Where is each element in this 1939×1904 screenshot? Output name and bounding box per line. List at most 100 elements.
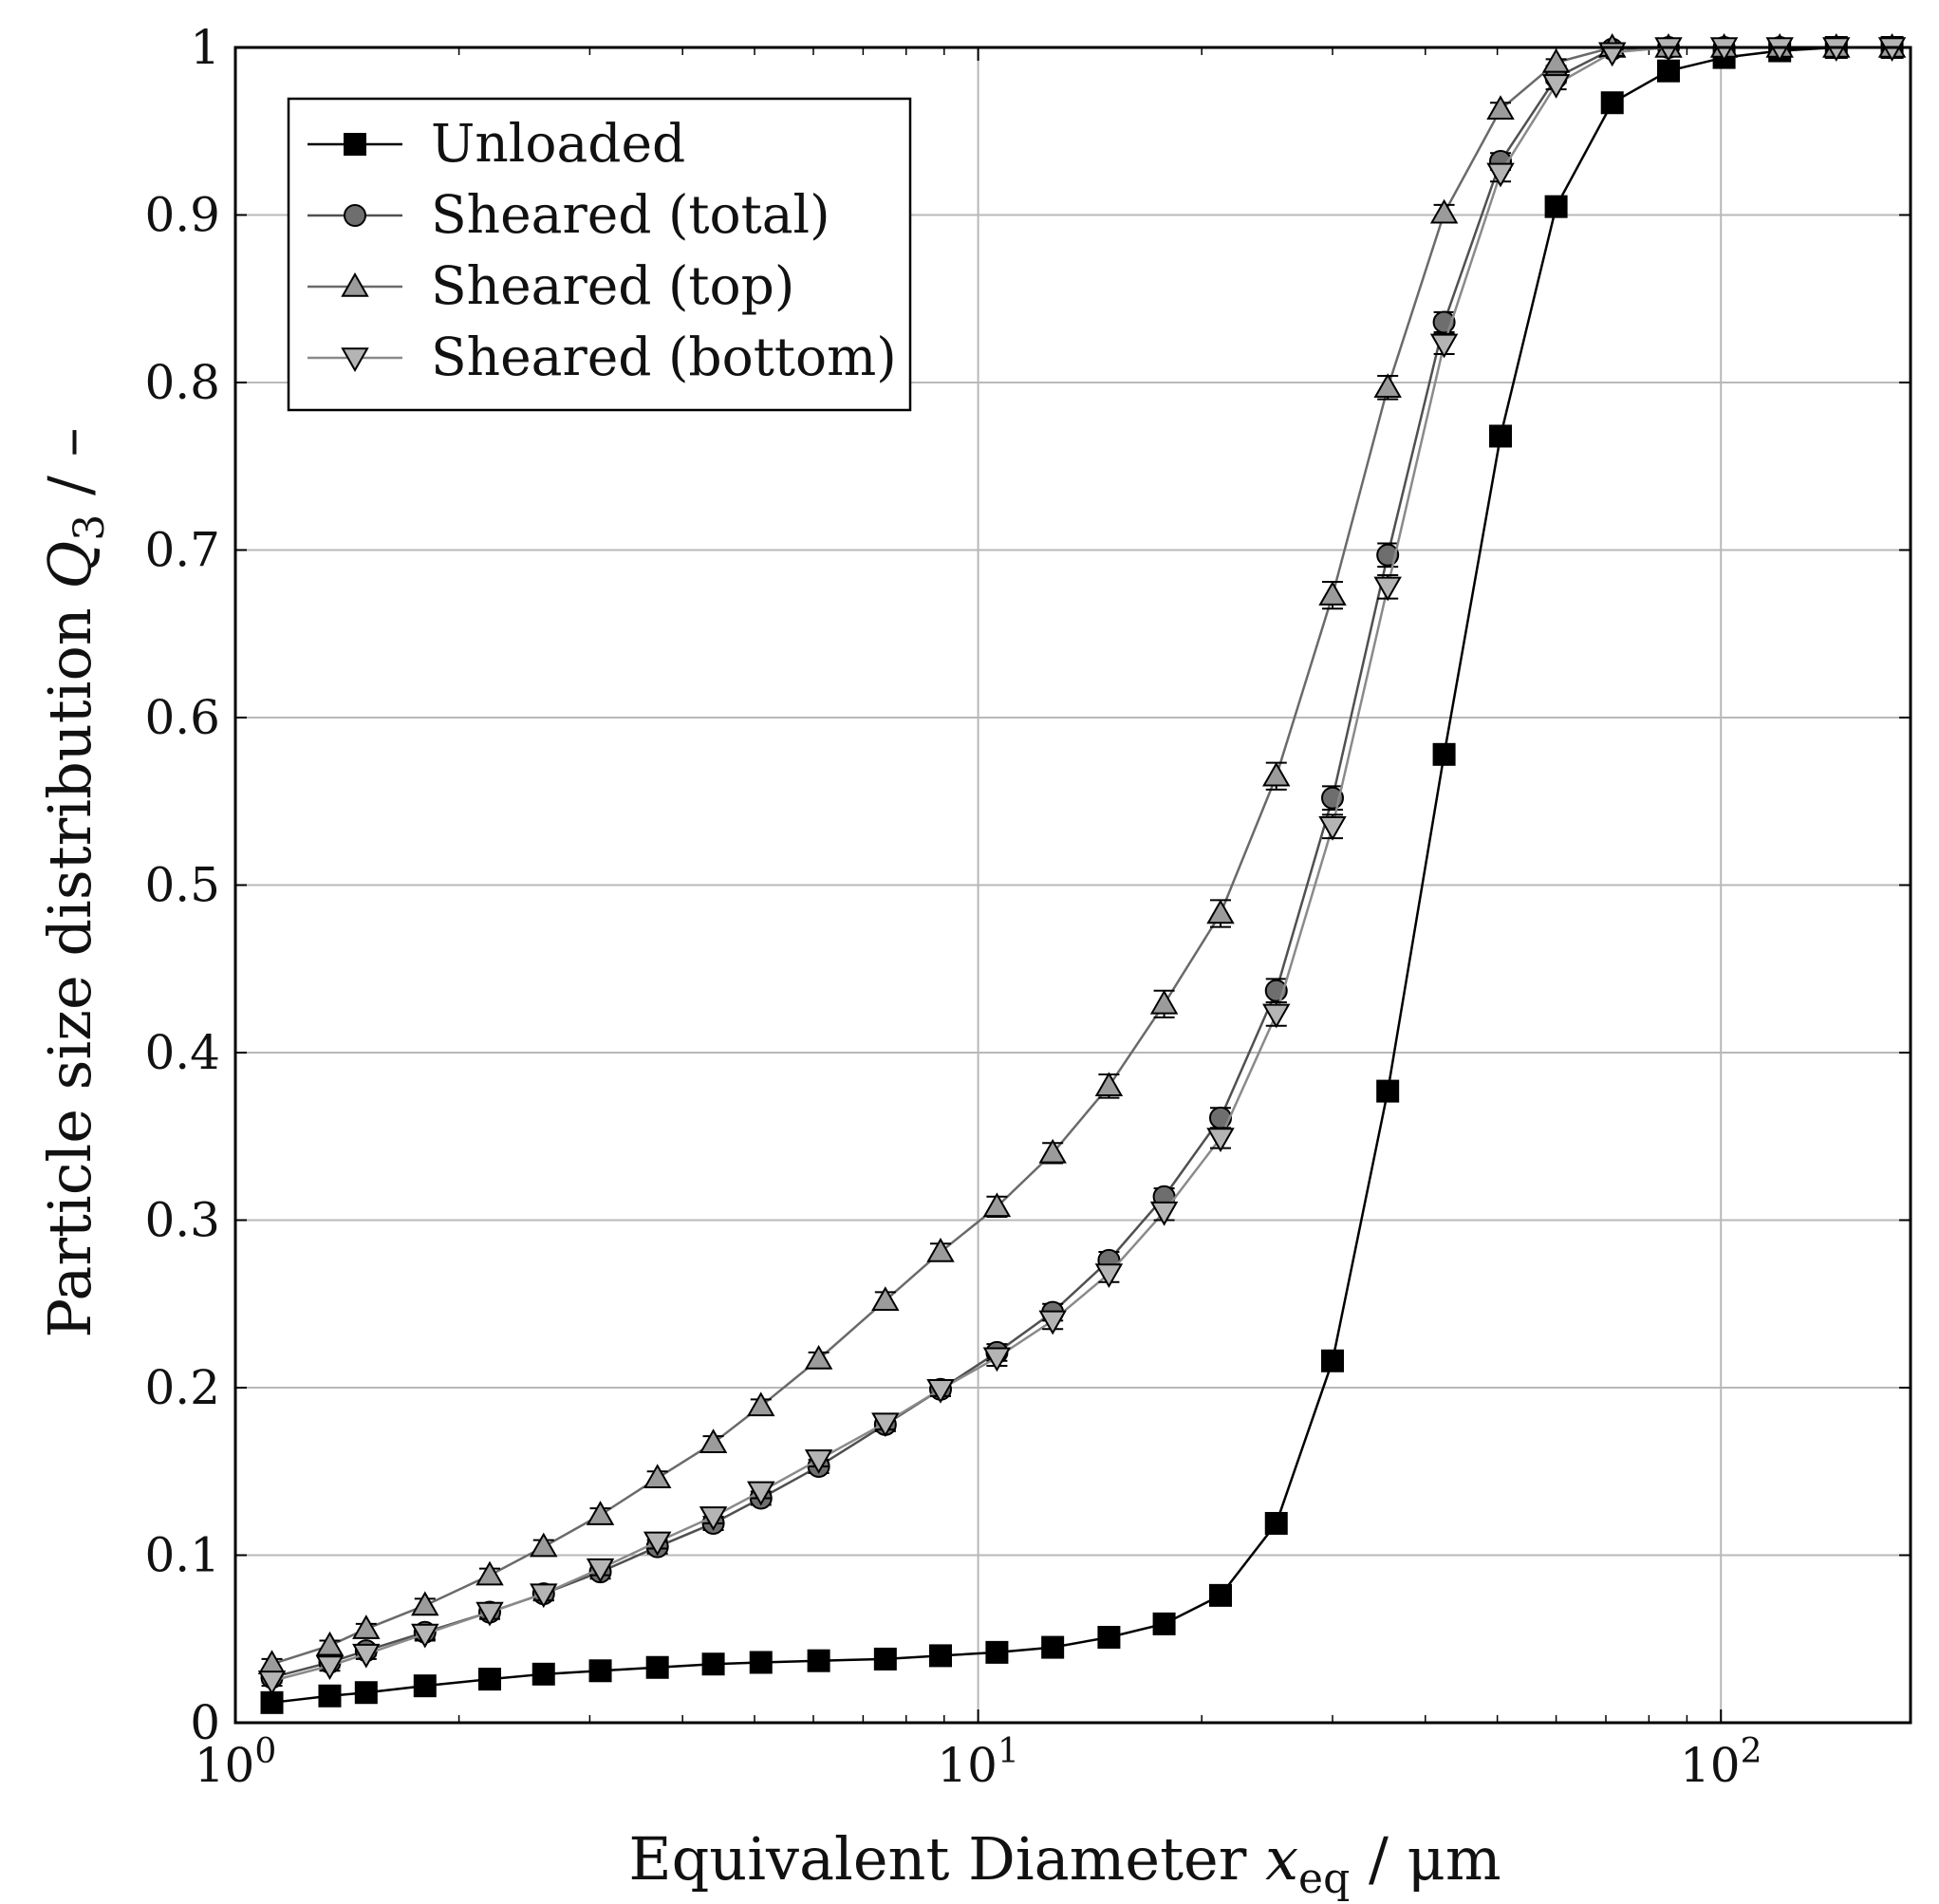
data-point <box>1765 37 1794 63</box>
data-point <box>1041 1635 1065 1659</box>
data-point <box>804 1344 833 1370</box>
y-tick-label: 0.3 <box>144 1193 220 1248</box>
data-point <box>1373 576 1402 602</box>
series-sheared-bottom <box>257 37 1907 1695</box>
data-point <box>1262 761 1291 787</box>
data-point <box>588 1659 612 1683</box>
data-point <box>747 1481 775 1506</box>
data-point <box>1429 198 1459 224</box>
data-point <box>260 1690 284 1714</box>
legend-label: Sheared (bottom) <box>431 327 897 387</box>
legend-label: Sheared (top) <box>431 255 794 316</box>
y-tick-label: 0.5 <box>144 858 220 913</box>
data-point <box>807 1649 830 1672</box>
data-point <box>749 1651 773 1674</box>
data-point <box>530 1583 558 1609</box>
data-point <box>1877 37 1907 63</box>
data-point <box>1149 1201 1179 1226</box>
legend: Unloaded Sheared (total) Sheared (top) Shea… <box>287 97 912 412</box>
y-tick-label: 0.1 <box>144 1528 220 1583</box>
y-tick-label: 0.4 <box>144 1025 220 1080</box>
data-point <box>413 1674 437 1698</box>
legend-marker <box>341 271 369 297</box>
data-point <box>1486 95 1515 121</box>
data-point <box>531 1662 555 1686</box>
data-point <box>1097 1625 1121 1649</box>
data-point <box>315 1655 345 1681</box>
data-point <box>645 1655 669 1679</box>
data-point <box>257 1671 287 1695</box>
data-point <box>530 1532 558 1558</box>
y-tick-label: 0.8 <box>144 355 220 410</box>
legend-marker <box>344 133 366 156</box>
data-point <box>475 1601 504 1627</box>
data-point <box>1709 37 1739 63</box>
data-point <box>982 1192 1012 1218</box>
x-axis-title: Equivalent Diameter xeq / μm <box>628 1824 1501 1903</box>
data-point <box>871 1412 900 1438</box>
data-point <box>411 1591 439 1616</box>
data-point <box>1206 899 1235 924</box>
data-point <box>1209 1106 1233 1129</box>
data-point <box>985 1640 1009 1664</box>
data-point <box>1429 333 1459 359</box>
series-unloaded <box>260 36 1904 1714</box>
data-point <box>873 1647 897 1671</box>
data-point <box>1209 1583 1233 1607</box>
data-point <box>926 1238 955 1262</box>
legend-marker <box>341 347 369 373</box>
x-tick-label: 102 <box>1680 1732 1762 1793</box>
legend-item: Sheared (total) <box>308 184 830 245</box>
y-tick-label: 0.7 <box>144 523 220 578</box>
data-point <box>1094 1263 1124 1288</box>
legend-label: Sheared (total) <box>431 184 830 245</box>
y-tick-label: 0.9 <box>144 188 220 243</box>
data-point <box>982 1347 1012 1372</box>
series-line <box>271 46 1892 1683</box>
data-point <box>477 1668 501 1691</box>
data-point <box>929 1644 953 1668</box>
y-tick-label: 1 <box>190 20 220 75</box>
data-point <box>1486 162 1515 188</box>
data-point <box>804 1449 833 1474</box>
y-axis-title: Particle size distribution Q3 / – <box>35 427 114 1337</box>
data-point <box>1373 373 1402 399</box>
legend-item: Unloaded <box>308 113 685 174</box>
data-point <box>475 1560 504 1586</box>
data-point <box>411 1623 439 1649</box>
data-point <box>643 1531 672 1557</box>
data-point <box>354 1681 378 1705</box>
x-tick-label: 100 <box>195 1732 277 1793</box>
legend-marker <box>344 204 366 227</box>
data-point <box>1376 1079 1400 1103</box>
legend-item: Sheared (bottom) <box>308 327 897 387</box>
legend-label: Unloaded <box>431 113 685 174</box>
data-point <box>747 1391 775 1417</box>
data-point <box>1489 424 1513 448</box>
data-point <box>1822 37 1851 63</box>
data-point <box>1038 1138 1067 1164</box>
data-point <box>586 1558 615 1583</box>
data-point <box>701 1652 725 1676</box>
data-point <box>1321 1349 1345 1372</box>
data-point <box>1544 195 1568 218</box>
data-point <box>699 1506 728 1531</box>
data-point <box>1318 581 1347 606</box>
data-point <box>1318 815 1347 841</box>
data-point <box>352 1643 381 1669</box>
data-point <box>643 1464 672 1489</box>
data-point <box>871 1286 900 1311</box>
data-point <box>926 1379 955 1404</box>
data-point <box>315 1631 345 1656</box>
y-tick-label: 0.2 <box>144 1360 220 1415</box>
axes: 0 0.1 0.2 0.3 0.4 0.5 0.6 0.7 0.8 0.9 1 100 101 102 <box>144 20 1911 1793</box>
data-point <box>352 1615 381 1639</box>
data-point <box>1600 91 1624 115</box>
data-point <box>1262 1003 1291 1029</box>
x-tick-label: 101 <box>937 1732 1019 1793</box>
data-point <box>1038 1310 1067 1335</box>
data-point <box>1152 1612 1176 1635</box>
y-tick-label: 0 <box>190 1695 220 1750</box>
data-point <box>1654 37 1683 63</box>
